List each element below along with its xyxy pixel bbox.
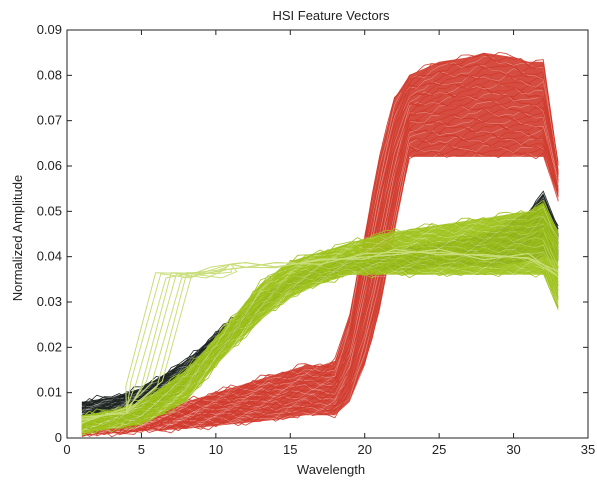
x-tick-label: 10 (209, 442, 223, 457)
series-line (81, 94, 559, 434)
y-tick-label: 0.06 (37, 158, 62, 173)
series-line (81, 227, 559, 423)
y-tick-label: 0 (55, 430, 62, 445)
plot-frame (66, 29, 589, 439)
series-line (81, 102, 559, 433)
series-line (81, 237, 559, 426)
series-line (81, 260, 559, 433)
y-tick-label: 0.01 (37, 385, 62, 400)
series-line (81, 83, 559, 435)
series-line (81, 261, 559, 436)
series-line (81, 146, 559, 438)
series-line (81, 237, 559, 426)
x-tick-label: 30 (506, 442, 520, 457)
y-tick-label: 0.07 (37, 113, 62, 128)
ticks-layer: 0 5 10 15 20 25 30 35 0 0.01 0.02 0.03 0.04 0.05 0.06 0… (37, 22, 596, 457)
y-tick-label: 0.02 (37, 339, 62, 354)
x-tick-label: 15 (283, 442, 297, 457)
series-line (81, 138, 559, 437)
series-band (81, 52, 559, 434)
y-tick-label: 0.05 (37, 203, 62, 218)
series-line (81, 140, 559, 437)
series-line (81, 229, 559, 427)
series-line (81, 203, 559, 420)
x-tick-label: 20 (357, 442, 371, 457)
series-line (81, 199, 559, 417)
series-line (81, 223, 559, 425)
y-axis-label: Normalized Amplitude (10, 175, 25, 301)
series-layer (81, 51, 559, 438)
series-line (81, 136, 559, 435)
x-tick-label: 35 (581, 442, 595, 457)
series-line (81, 72, 559, 431)
series-line (81, 107, 559, 436)
series-line (81, 250, 559, 429)
y-tick-label: 0.03 (37, 294, 62, 309)
y-tick-label: 0.04 (37, 249, 62, 264)
x-axis-label: Wavelength (297, 462, 365, 477)
series-line (81, 222, 559, 421)
chart-title: HSI Feature Vectors (272, 8, 390, 23)
y-tick-label: 0.09 (37, 22, 62, 37)
x-tick-label: 5 (138, 442, 145, 457)
series-line (81, 240, 559, 429)
series-line (81, 206, 559, 418)
series-line (81, 126, 559, 434)
x-tick-label: 25 (432, 442, 446, 457)
series-line (81, 265, 559, 433)
series-line (81, 101, 559, 434)
series-3 (81, 248, 559, 424)
series-line (81, 257, 559, 432)
series-line (81, 248, 559, 421)
series-0 (81, 51, 559, 438)
x-tick-label: 0 (63, 442, 70, 457)
y-tick-label: 0.08 (37, 67, 62, 82)
